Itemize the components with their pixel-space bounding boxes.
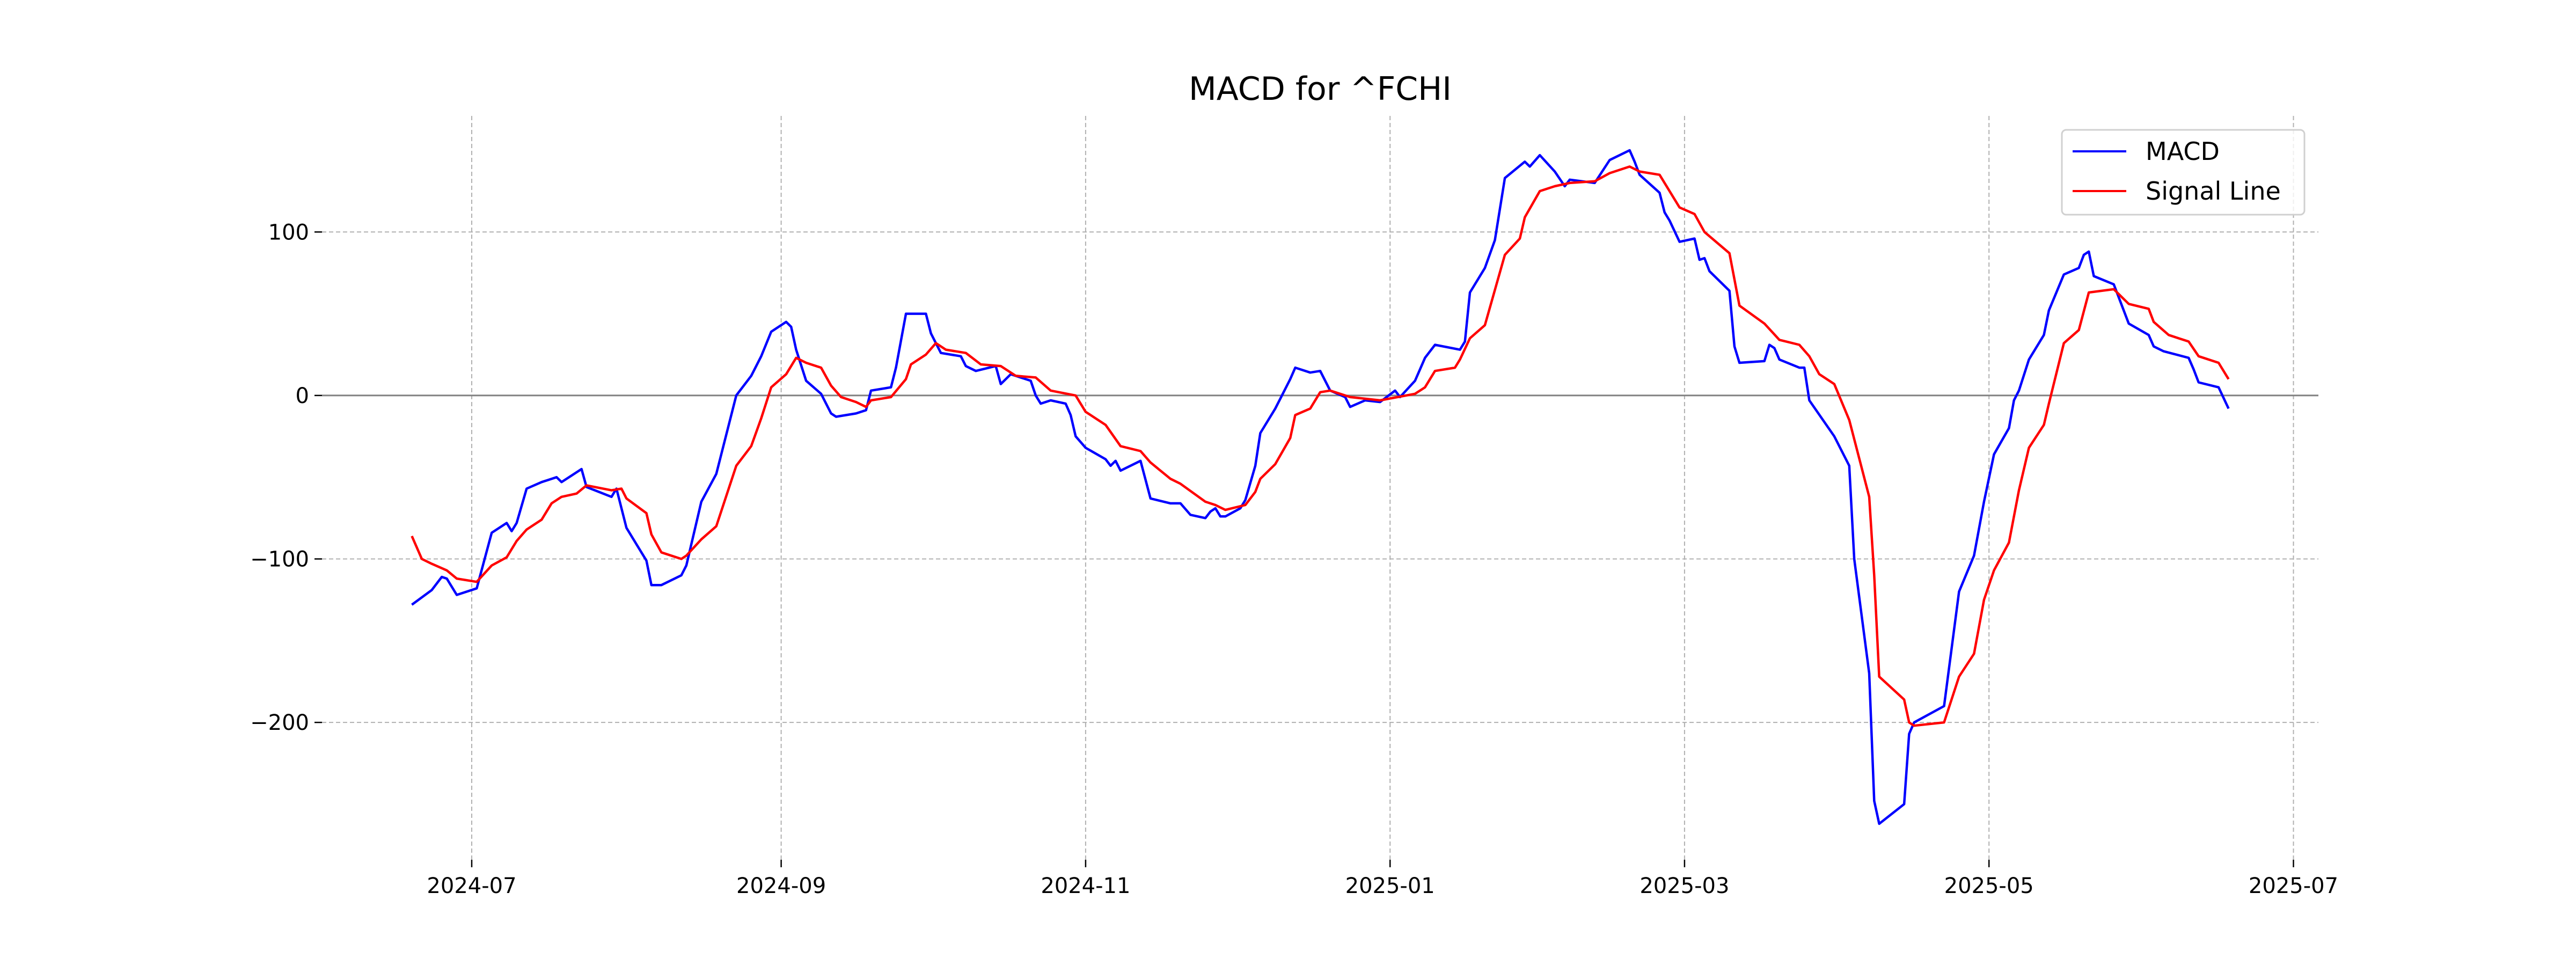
y-tick-label: 100 [268,220,309,245]
y-tick-label: 0 [296,384,309,408]
legend: MACD Signal Line [2061,129,2306,216]
x-tick-label: 2025-05 [1944,874,2034,898]
x-tick-label: 2024-11 [1041,874,1130,898]
y-axis-ticks: 100 0 −100 −200 [250,220,322,735]
legend-macd-label: MACD [2146,137,2220,166]
x-tick-label: 2024-09 [736,874,826,898]
chart-title: MACD for ^FCHI [1189,70,1452,108]
series-lines [411,149,2230,825]
x-tick-label: 2025-07 [2249,874,2338,898]
grid [322,116,2318,860]
x-tick-label: 2025-01 [1345,874,1435,898]
signal-line [411,165,2230,727]
x-axis-ticks: 2024-07 2024-09 2024-11 2025-01 2025-03 2025-… [427,860,2338,898]
x-tick-label: 2024-07 [427,874,516,898]
y-tick-label: −100 [250,547,309,572]
legend-signal-label: Signal Line [2146,177,2281,206]
x-tick-label: 2025-03 [1640,874,1729,898]
y-tick-label: −200 [250,711,309,735]
macd-line [411,149,2230,825]
